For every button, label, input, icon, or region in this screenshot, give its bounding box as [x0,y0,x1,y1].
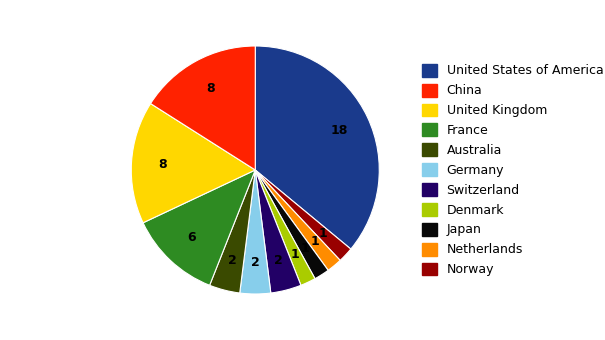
Text: 2: 2 [227,254,237,267]
Text: 1: 1 [290,248,299,261]
Text: 8: 8 [158,158,167,171]
Text: 1: 1 [301,242,310,255]
Text: 6: 6 [188,231,196,244]
Text: 1: 1 [319,227,327,240]
Wedge shape [131,104,255,223]
Wedge shape [255,46,379,249]
Wedge shape [255,170,340,270]
Text: 2: 2 [251,256,260,270]
Wedge shape [240,170,271,294]
Wedge shape [255,170,351,260]
Text: 18: 18 [331,124,348,137]
Wedge shape [255,170,315,285]
Wedge shape [255,170,328,279]
Wedge shape [143,170,255,285]
Wedge shape [255,170,301,293]
Wedge shape [209,170,255,293]
Text: 2: 2 [274,254,283,267]
Wedge shape [151,46,255,170]
Text: 8: 8 [206,82,215,95]
Text: 1: 1 [310,235,319,248]
Legend: United States of America, China, United Kingdom, France, Australia, Germany, Swi: United States of America, China, United … [416,59,605,281]
